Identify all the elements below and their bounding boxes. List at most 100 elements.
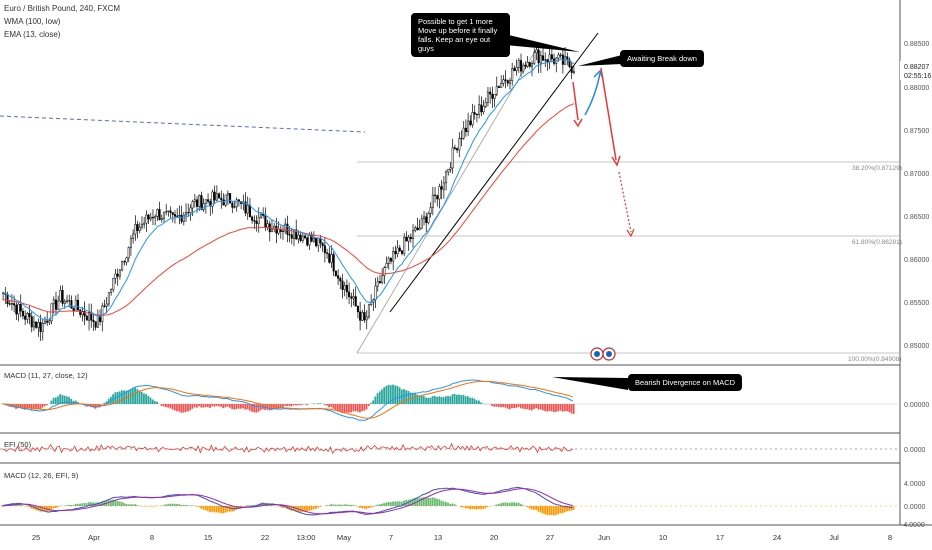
macd2-bar (301, 506, 304, 512)
channel-lower-line (389, 32, 599, 313)
macd1-bar (442, 397, 445, 404)
macd2-bar (502, 502, 505, 506)
candle-body (537, 49, 540, 64)
macd2-bar (184, 505, 187, 506)
ema-legend: EMA (13, close) (4, 30, 61, 39)
candle-body (306, 237, 309, 246)
price-tick: 0.85500 (904, 300, 929, 307)
macd1-bar (467, 396, 469, 404)
macd1-bar (387, 384, 390, 404)
macd1-line (1, 379, 573, 421)
macd2-bar (195, 506, 198, 507)
macd2-bar (308, 506, 311, 511)
macd2-bar (513, 502, 516, 506)
macd2-bar (213, 506, 216, 513)
macd2-bar (54, 506, 57, 509)
macd2-bar (433, 497, 436, 506)
macd1-bar (246, 404, 249, 410)
macd1-bar (244, 404, 247, 410)
candle-body (493, 94, 496, 99)
macd1-bar (515, 404, 518, 408)
macd2-bar (114, 499, 117, 506)
macd1-bar (458, 394, 460, 404)
macd1-bar (544, 404, 546, 411)
macd1-bar (555, 404, 557, 412)
last-price-badge (900, 61, 932, 80)
macd1-bar (228, 404, 231, 408)
candle-body (535, 49, 538, 54)
macd1-bar (330, 404, 333, 407)
macd2-bar (539, 506, 542, 513)
macd1-bar (440, 397, 443, 404)
macd2-bar (528, 506, 531, 509)
candle-body (290, 234, 293, 239)
macd1-bar (407, 391, 410, 404)
macd1-bar (220, 404, 222, 407)
macd2-bar (506, 502, 509, 506)
macd2-bar (356, 506, 359, 507)
price-tick: 0.86000 (904, 257, 929, 264)
macd2-bar (68, 504, 70, 506)
candle-body (39, 322, 42, 332)
macd1-bar (30, 404, 33, 410)
candle-body (436, 195, 439, 200)
macd2-signal (1, 488, 573, 515)
candle-body (438, 186, 441, 200)
macd2-bar (52, 506, 55, 509)
macd2-bar (522, 504, 524, 506)
macd2-bar (19, 504, 22, 506)
macd2-bar (85, 503, 88, 506)
macd2-bar (317, 506, 319, 508)
macd1-bar (429, 397, 432, 404)
macd2-bar (116, 500, 119, 506)
macd1-bar (121, 390, 123, 404)
candle-body (542, 55, 545, 61)
macd1-bar (535, 404, 538, 409)
macd2-bar (290, 506, 293, 511)
candle-body (484, 102, 487, 107)
candle-body (315, 238, 318, 247)
macd1-bar (572, 404, 575, 414)
candle-body (24, 315, 27, 320)
macd1-bar (376, 393, 379, 404)
candle-body (528, 62, 531, 67)
candle-body (13, 303, 16, 306)
macd2-bar (570, 506, 573, 511)
macd2-bar (519, 504, 522, 506)
macd2-bar (222, 506, 225, 514)
macd1-bar (398, 387, 401, 404)
macd1-bar (165, 404, 167, 408)
candle-body (191, 201, 194, 209)
candle-body (140, 223, 143, 228)
efi-line (1, 442, 574, 455)
candle-body (312, 238, 315, 242)
macd2-bar (220, 506, 222, 513)
macd2-bar (533, 506, 535, 510)
candle-body (550, 54, 553, 60)
macd2-bar (37, 506, 40, 511)
macd1-bar (213, 404, 216, 407)
macd1-bar (134, 387, 136, 404)
macd1-bar (173, 404, 176, 411)
macd1-bar (198, 404, 200, 407)
macd2-axis-tick: 0.0000 (904, 504, 926, 511)
macd1-bar (132, 388, 134, 404)
macd1-bar (57, 396, 59, 404)
candle-body (145, 214, 148, 224)
macd1-bar (550, 404, 553, 412)
candle-body (127, 247, 130, 259)
macd1-bar (253, 404, 256, 413)
macd2-bar (403, 500, 405, 506)
macd1-bar (491, 404, 494, 406)
candle-body (434, 194, 437, 196)
candle-body (103, 305, 106, 307)
candle-body (121, 261, 124, 271)
candle-body (94, 321, 97, 328)
macd2-bar (112, 499, 114, 506)
macd2-bar (467, 506, 469, 509)
macd2-bar (191, 505, 194, 506)
macd1-bar (537, 404, 540, 410)
candle-body (154, 216, 157, 219)
candle-body (41, 323, 44, 332)
macd1-bar (350, 404, 352, 413)
